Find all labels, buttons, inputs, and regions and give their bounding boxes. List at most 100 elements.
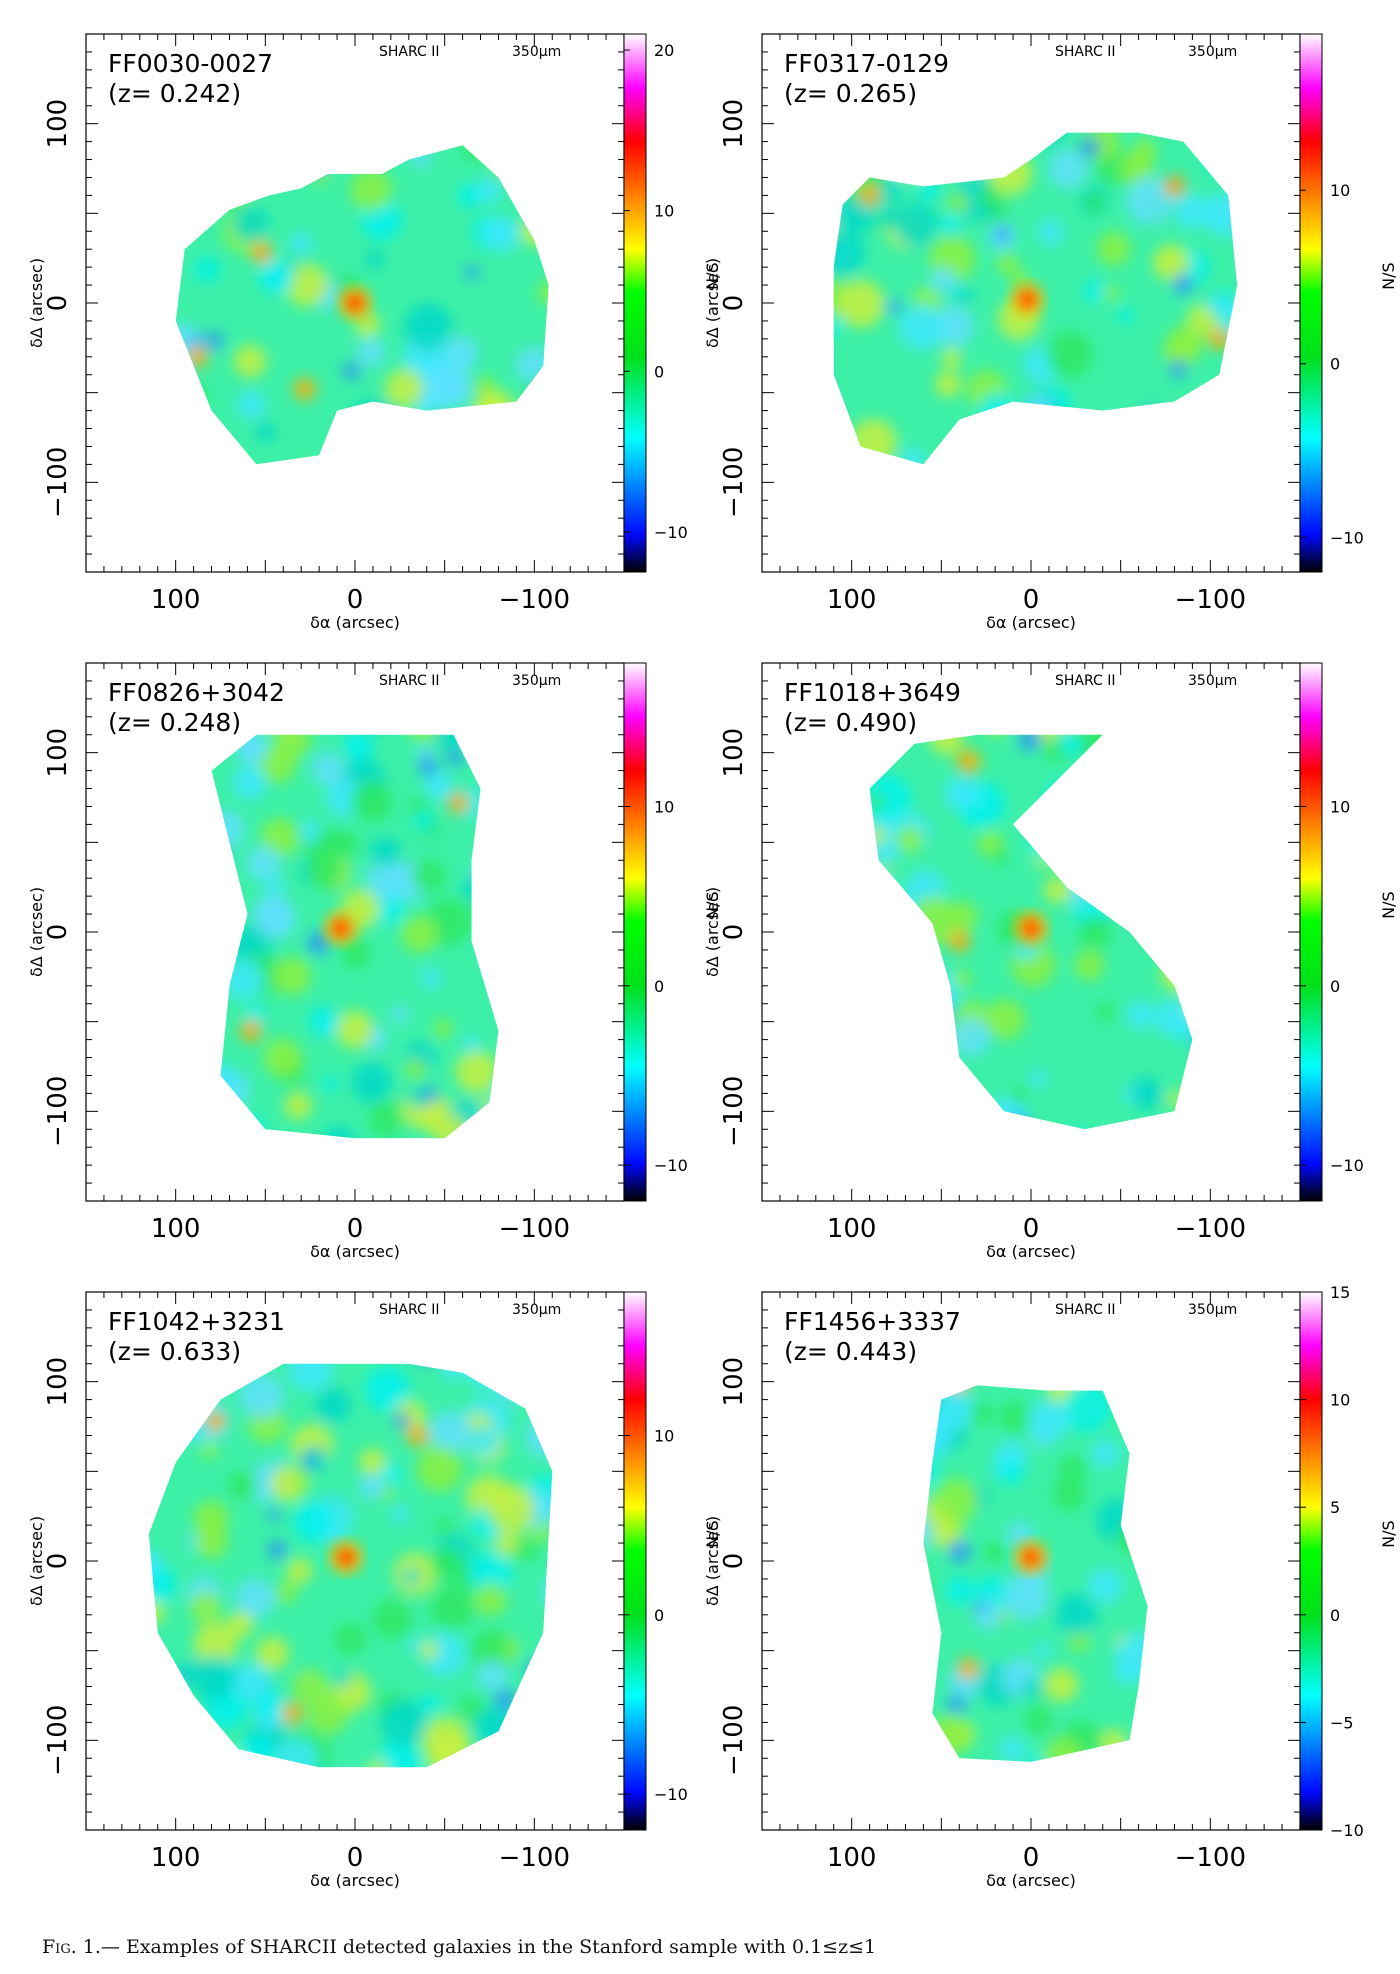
noise-blob	[788, 1126, 812, 1150]
noise-blob	[1166, 888, 1193, 929]
noise-blob	[255, 422, 276, 443]
wavelength-label: 350μm	[1188, 673, 1237, 689]
noise-blob	[794, 448, 825, 479]
noise-blob	[599, 316, 627, 344]
noise-blob	[423, 770, 454, 801]
noise-blob	[771, 191, 803, 223]
x-tick-label: 0	[1023, 1214, 1040, 1244]
noise-blob	[1174, 750, 1193, 785]
noise-blob	[984, 999, 1026, 1040]
noise-blob	[308, 1771, 342, 1805]
noise-blob	[747, 1367, 782, 1402]
noise-blob	[229, 1114, 266, 1139]
noise-blob	[850, 419, 897, 465]
colorbar-tick-label: 0	[654, 1606, 664, 1625]
colorbar-label: N/S	[1379, 1520, 1398, 1548]
noise-blob	[768, 1580, 811, 1623]
noise-blob	[1051, 547, 1070, 566]
y-axis-label: δΔ (arcsec)	[27, 1516, 46, 1606]
noise-blob	[351, 781, 393, 823]
noise-blob	[170, 1382, 204, 1416]
noise-blob	[364, 515, 387, 538]
noise-blob	[276, 734, 312, 758]
noise-blob	[211, 809, 245, 851]
noise-blob	[301, 1163, 325, 1187]
noise-blob	[211, 1095, 219, 1128]
noise-blob	[778, 817, 808, 847]
noise-blob	[391, 1004, 410, 1024]
noise-blob	[869, 1001, 888, 1033]
noise-blob	[421, 94, 438, 111]
noise-blob	[1004, 528, 1036, 560]
noise-blob	[559, 95, 587, 123]
noise-blob	[451, 1363, 494, 1375]
colorbar-label: N/S	[1379, 262, 1398, 290]
noise-blob	[410, 58, 452, 100]
noise-blob	[468, 1426, 500, 1458]
noise-blob	[127, 1724, 147, 1744]
noise-blob	[1272, 790, 1289, 807]
noise-blob	[828, 471, 848, 491]
noise-blob	[429, 1546, 464, 1581]
colorbar-tick-label: 0	[654, 977, 664, 996]
x-axis-label: δα (arcsec)	[986, 1871, 1076, 1890]
noise-blob	[263, 1038, 302, 1077]
noise-blob	[421, 1693, 441, 1714]
noise-blob	[148, 1673, 181, 1711]
noise-blob	[135, 1786, 180, 1831]
noise-blob	[803, 391, 827, 415]
noise-blob	[333, 1773, 370, 1810]
noise-blob	[1125, 1000, 1154, 1029]
noise-blob	[343, 734, 374, 762]
noise-blob	[831, 557, 858, 584]
noise-blob	[462, 1035, 480, 1053]
noise-blob	[990, 848, 1008, 866]
map-panel-ff1042-3231: 100 0 −100 100 0 −100 δα (arcsec) δΔ (arcsec) FF…	[27, 1291, 744, 1900]
noise-blob-low	[869, 1724, 884, 1739]
noise-blob	[455, 1050, 499, 1093]
noise-blob-low	[524, 1660, 544, 1679]
noise-blob	[300, 34, 346, 80]
noise-blob	[265, 145, 305, 148]
noise-blob	[560, 1343, 608, 1391]
noise-blob-low	[206, 331, 224, 350]
wavelength-label: 350μm	[512, 673, 561, 689]
noise-blob-low	[1012, 1113, 1029, 1130]
noise-blob	[960, 803, 978, 821]
noise-blob	[118, 1577, 141, 1600]
secondary-peak	[957, 750, 980, 773]
noise-blob	[284, 85, 314, 115]
noise-blob	[211, 1062, 240, 1108]
noise-blob	[554, 1136, 599, 1181]
noise-blob-low	[494, 1689, 517, 1712]
noise-blob	[1189, 964, 1193, 992]
noise-blob	[467, 483, 499, 515]
noise-blob-low	[162, 1672, 184, 1694]
y-tick-label: 100	[719, 728, 749, 778]
noise-blob	[954, 1353, 974, 1373]
noise-blob	[328, 1318, 353, 1343]
colorbar-tick-label: 10	[654, 1426, 674, 1445]
x-tick-label: −100	[1175, 1843, 1246, 1873]
source-peak	[345, 293, 365, 313]
noise-blob	[435, 1115, 470, 1139]
secondary-peak	[957, 1657, 980, 1680]
noise-blob	[499, 1363, 537, 1397]
noise-blob	[763, 240, 799, 276]
noise-blob-low	[1112, 1144, 1129, 1161]
noise-blob-low	[342, 362, 361, 380]
noise-blob	[818, 749, 846, 777]
noise-blob	[555, 520, 573, 538]
noise-blob	[951, 1017, 991, 1057]
noise-blob	[576, 1105, 613, 1142]
x-axis-label: δα (arcsec)	[310, 613, 400, 632]
noise-blob	[859, 1681, 902, 1724]
noise-blob	[572, 1705, 613, 1746]
y-tick-label: 100	[719, 99, 749, 149]
noise-blob	[875, 938, 915, 978]
noise-blob	[1165, 1371, 1182, 1388]
noise-blob	[93, 1714, 109, 1730]
noise-blob	[447, 67, 470, 90]
noise-blob	[498, 70, 528, 100]
